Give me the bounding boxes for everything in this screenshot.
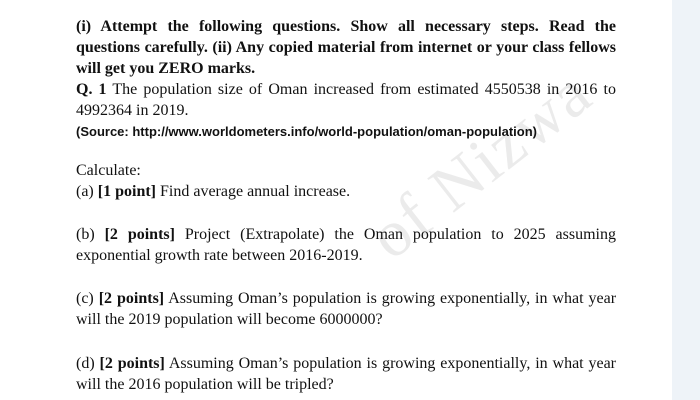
question-1: Q. 1 The population size of Oman increas… (76, 79, 616, 121)
part-a-text: Find average annual increase. (160, 183, 351, 200)
part-b-points: [2 points] (104, 226, 175, 243)
viewer-side-strip (672, 0, 700, 400)
part-a: (a) [1 point] Find average annual increa… (76, 181, 616, 202)
question-label: Q. 1 (76, 81, 107, 98)
question-content: (i) Attempt the following questions. Sho… (76, 16, 616, 395)
source-citation: (Source: http://www.worldometers.info/wo… (76, 124, 537, 139)
question-text: The population size of Oman increased fr… (76, 81, 616, 119)
part-a-letter: (a) (76, 183, 94, 200)
part-d-text: Assuming Oman’s population is growing ex… (76, 355, 617, 393)
part-b-text: Project (Extrapolate) the Oman populatio… (76, 226, 617, 264)
calculate-heading: Calculate: (76, 162, 141, 179)
part-c-text: Assuming Oman’s population is growing ex… (76, 290, 617, 328)
instructions-part2: (ii) Any copied material from internet o… (76, 39, 617, 77)
instructions-part1: (i) Attempt the following questions. Sho… (76, 18, 616, 56)
document-page: of Nizwa (i) Attempt the following quest… (76, 16, 617, 395)
part-d-points: [2 points] (99, 355, 165, 372)
part-b-letter: (b) (76, 226, 95, 243)
instructions: (i) Attempt the following questions. Sho… (76, 16, 616, 79)
part-c: (c) [2 points] Assuming Oman’s populatio… (76, 288, 616, 330)
part-b: (b) [2 points] Project (Extrapolate) the… (76, 224, 616, 266)
part-c-points: [2 points] (98, 290, 165, 307)
part-a-points: [1 point] (97, 183, 156, 200)
part-c-letter: (c) (76, 290, 94, 307)
part-d-letter: (d) (76, 355, 95, 372)
part-d: (d) [2 points] Assuming Oman’s populatio… (76, 353, 616, 395)
